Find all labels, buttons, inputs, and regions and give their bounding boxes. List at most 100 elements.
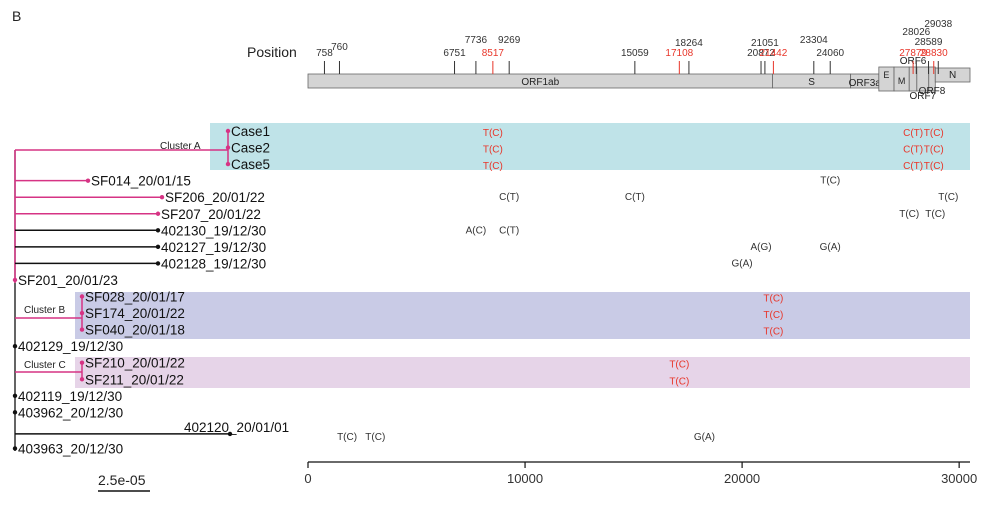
x-axis-tick-label: 20000 xyxy=(724,471,760,486)
mutation-label: T(C) xyxy=(820,176,840,187)
sample-label: SF210_20/01/22 xyxy=(85,356,185,371)
position-label: 27879 xyxy=(899,48,927,59)
orf-label: ORF7 xyxy=(909,91,936,102)
cluster-band xyxy=(210,123,970,170)
sample-label: SF040_20/01/18 xyxy=(85,323,185,338)
tree-tip-node xyxy=(85,178,91,183)
mutation-label: C(T) xyxy=(903,161,923,172)
cluster-label: Cluster A xyxy=(160,141,201,152)
mutation-label: G(A) xyxy=(820,242,841,253)
position-label: 17108 xyxy=(665,48,693,59)
x-axis-tick-label: 30000 xyxy=(941,471,977,486)
tree-tip-node xyxy=(155,228,161,233)
tree-tip-node xyxy=(12,446,18,451)
tree-tip-node xyxy=(159,195,165,200)
mutation-label: G(A) xyxy=(694,432,715,443)
sample-label: Case2 xyxy=(231,141,270,156)
sample-label: 402129_19/12/30 xyxy=(18,339,123,354)
orf-label: N xyxy=(949,70,956,81)
cluster-label: Cluster C xyxy=(24,360,66,371)
position-label: 18264 xyxy=(675,38,703,49)
sample-label: SF201_20/01/23 xyxy=(18,273,118,288)
sample-label: SF207_20/01/22 xyxy=(161,207,261,222)
mutation-label: T(C) xyxy=(763,294,783,305)
tree-tip-node xyxy=(79,310,85,316)
orf-label: ORF3a xyxy=(849,78,882,89)
mutation-label: T(C) xyxy=(925,209,945,220)
sample-label: 402127_19/12/30 xyxy=(161,240,266,255)
cluster-label: Cluster B xyxy=(24,305,65,316)
position-label: 9269 xyxy=(498,35,521,46)
mutation-label: T(C) xyxy=(763,310,783,321)
sample-label: SF014_20/01/15 xyxy=(91,174,191,189)
sample-label: Case5 xyxy=(231,157,270,172)
mutation-label: T(C) xyxy=(924,128,944,139)
cluster-band xyxy=(75,292,970,339)
mutation-label: C(T) xyxy=(625,192,645,203)
x-axis-tick-label: 0 xyxy=(304,471,311,486)
tree-tip-node xyxy=(12,343,18,349)
tree-tip-node xyxy=(12,410,18,415)
mutation-label: T(C) xyxy=(924,161,944,172)
position-label: Position xyxy=(247,44,297,60)
mutation-label: A(G) xyxy=(750,242,771,253)
mutation-label: T(C) xyxy=(337,432,357,443)
sample-label: 402128_19/12/30 xyxy=(161,256,266,271)
position-label: 28026 xyxy=(902,27,930,38)
tree-tip-node xyxy=(227,431,233,437)
position-label: 28589 xyxy=(915,37,943,48)
position-label: 23304 xyxy=(800,35,828,46)
position-label: 6751 xyxy=(443,48,466,59)
mutation-label: C(T) xyxy=(499,225,519,236)
tree-tip-node xyxy=(155,261,161,266)
cluster-band xyxy=(75,357,970,388)
orf-label: M xyxy=(898,76,906,86)
position-label: 760 xyxy=(331,42,348,53)
orf-label: ORF8 xyxy=(919,86,946,97)
position-label: 28830 xyxy=(920,48,948,59)
mutation-label: T(C) xyxy=(899,209,919,220)
sample-label: 402130_19/12/30 xyxy=(161,223,266,238)
position-label: 15059 xyxy=(621,48,649,59)
mutation-label: T(C) xyxy=(763,327,783,338)
sample-label: 403963_20/12/30 xyxy=(18,441,123,456)
sample-label: Case1 xyxy=(231,124,270,139)
tree-tip-node xyxy=(155,244,161,250)
mutation-label: T(C) xyxy=(483,145,503,156)
tree-tip-node xyxy=(79,360,85,365)
position-label: 21051 xyxy=(751,38,779,49)
position-label: 8517 xyxy=(482,48,505,59)
mutation-label: T(C) xyxy=(669,360,689,371)
mutation-label: T(C) xyxy=(365,432,385,443)
sample-label: 403962_20/12/30 xyxy=(18,405,123,420)
x-axis-tick-label: 10000 xyxy=(507,471,543,486)
mutation-label: C(T) xyxy=(903,145,923,156)
tree-tip-node xyxy=(12,277,18,283)
sample-label: 402120_20/01/01 xyxy=(184,420,289,435)
orf-box xyxy=(934,67,971,83)
position-label: 758 xyxy=(316,48,333,59)
mutation-label: A(C) xyxy=(466,225,487,236)
sample-label: SF028_20/01/17 xyxy=(85,290,185,305)
tree-tip-node xyxy=(79,377,85,382)
tree-tip-node xyxy=(155,211,161,216)
sample-label: SF211_20/01/22 xyxy=(85,372,184,387)
mutation-label: T(C) xyxy=(938,192,958,203)
orf-label: E xyxy=(883,70,889,80)
mutation-label: G(A) xyxy=(732,258,753,269)
position-label: 29038 xyxy=(924,19,952,30)
mutation-label: T(C) xyxy=(924,145,944,156)
mutation-label: T(C) xyxy=(483,161,503,172)
tree-tip-node xyxy=(225,161,231,167)
tree-tip-node xyxy=(79,294,85,299)
orf-label: ORF1ab xyxy=(521,77,559,88)
sample-label: 402119_19/12/30 xyxy=(18,389,122,404)
sample-label: SF174_20/01/22 xyxy=(85,306,185,321)
position-label: 7736 xyxy=(465,35,488,46)
tree-tip-node xyxy=(79,327,85,332)
position-label: 24060 xyxy=(816,48,844,59)
mutation-label: T(C) xyxy=(483,128,503,139)
mutation-label: C(T) xyxy=(499,192,519,203)
scale-bar-label: 2.5e-05 xyxy=(98,472,146,488)
